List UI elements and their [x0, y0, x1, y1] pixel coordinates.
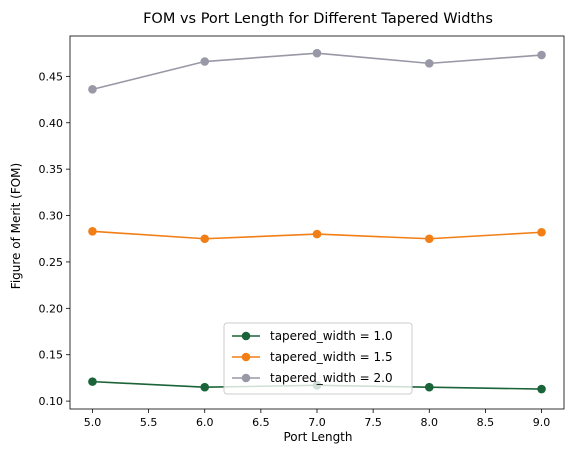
x-tick-label: 8.0	[421, 416, 439, 429]
x-tick-label: 5.5	[140, 416, 158, 429]
x-tick-label: 6.0	[196, 416, 214, 429]
legend-item: tapered_width = 2.0	[232, 371, 393, 385]
legend-item: tapered_width = 1.5	[232, 350, 393, 364]
legend-box	[223, 322, 413, 395]
series-2	[88, 227, 546, 244]
data-point	[200, 57, 210, 66]
y-tick-label: 0.35	[39, 163, 64, 176]
plot-frame	[69, 35, 565, 410]
data-point	[88, 377, 97, 386]
x-tick-label: 9.0	[533, 416, 551, 429]
y-tick-label: 0.20	[39, 302, 64, 315]
x-tick-label: 8.5	[477, 416, 495, 429]
data-point	[537, 50, 546, 60]
y-axis: 0.10 0.15 0.20 0.25 0.30 0.35 0.40 0.45	[39, 70, 70, 408]
x-tick-label: 5.0	[84, 416, 102, 429]
y-tick-label: 0.40	[39, 117, 64, 130]
data-point	[424, 59, 434, 68]
x-axis: 5.0 5.5 6.0 6.5 7.0 7.5 8.0 8.5 9.0	[84, 409, 551, 429]
legend-label: tapered_width = 2.0	[270, 371, 393, 385]
legend-label: tapered_width = 1.5	[270, 350, 393, 364]
data-point	[312, 229, 322, 239]
y-axis-label: Figure of Merit (FOM)	[9, 163, 23, 289]
data-point	[88, 85, 97, 94]
series-3	[88, 48, 546, 94]
y-tick-label: 0.15	[39, 349, 64, 362]
data-point	[537, 227, 546, 237]
data-point	[537, 384, 546, 394]
y-tick-label: 0.25	[39, 256, 64, 269]
legend-label: tapered_width = 1.0	[270, 329, 393, 343]
y-tick-label: 0.10	[39, 395, 64, 408]
x-tick-label: 7.5	[364, 416, 382, 429]
y-tick-label: 0.30	[39, 210, 64, 223]
legend-swatch-marker	[241, 373, 251, 383]
data-point	[424, 234, 434, 244]
legend-swatch-marker	[241, 331, 251, 341]
data-point	[200, 382, 210, 392]
data-point	[312, 48, 322, 58]
series-layer	[88, 48, 546, 394]
y-tick-label: 0.45	[39, 70, 64, 83]
chart-title: FOM vs Port Length for Different Tapered…	[143, 11, 493, 27]
x-tick-label: 7.0	[308, 416, 326, 429]
data-point	[424, 382, 434, 392]
legend-swatch-marker	[241, 352, 251, 362]
x-axis-label: Port Length	[284, 430, 353, 444]
x-tick-label: 6.5	[252, 416, 270, 429]
legend: tapered_width = 1.0 tapered_width = 1.5 ta…	[223, 322, 413, 395]
data-point	[200, 234, 210, 244]
legend-item: tapered_width = 1.0	[232, 329, 393, 343]
data-point	[88, 227, 97, 236]
